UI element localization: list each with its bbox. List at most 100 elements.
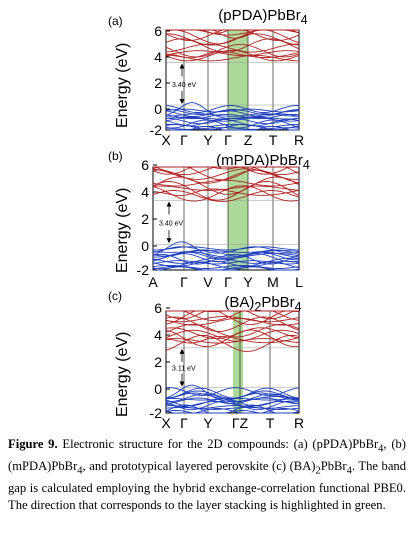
y-tick-label: 0 — [154, 381, 162, 397]
kpoint-label: Z — [244, 132, 253, 148]
conduction-band-line — [152, 188, 300, 197]
kpoint-label: M — [267, 274, 279, 290]
kpoint-label: Y — [203, 415, 213, 431]
conduction-band-line — [165, 43, 300, 58]
y-tick-label: 2 — [141, 211, 149, 227]
y-tick-label: 0 — [141, 238, 149, 254]
panel-c: (c) (BA)2PbBr4 Energy (eV) 3.11 eV -2 0 2 4 6… — [0, 285, 413, 431]
kpoint-label: Γ — [180, 274, 188, 290]
valence-band-line — [165, 410, 300, 414]
gap-arrowhead-up — [179, 348, 185, 354]
panel-label-c: (c) — [108, 289, 122, 303]
valence-band-line — [165, 105, 299, 113]
gap-arrowhead-down — [179, 381, 185, 387]
valence-band-line — [165, 113, 300, 120]
gap-arrowhead-up — [179, 63, 185, 69]
panel-title-b: (mPDA)PbBr4 — [216, 152, 310, 172]
valence-band-line — [152, 253, 300, 263]
kpoint-label: V — [203, 274, 213, 290]
valence-band-line — [165, 119, 300, 129]
valence-band-line — [165, 408, 300, 414]
y-tick-label: 4 — [154, 327, 162, 343]
kpoint-label: ΓZ — [232, 415, 249, 431]
gap-arrowhead-down — [179, 99, 185, 104]
kpoint-label: Γ — [180, 132, 188, 148]
conduction-band-line — [165, 316, 300, 323]
valence-band-line — [165, 113, 299, 117]
valence-band-line — [152, 249, 300, 257]
conduction-band-line — [165, 329, 300, 348]
conduction-band-line — [166, 310, 300, 313]
conduction-band-line — [152, 185, 300, 191]
conduction-band-line — [165, 338, 300, 344]
kpoint-label: T — [266, 415, 275, 431]
valence-band-line — [165, 117, 300, 125]
conduction-band-line — [152, 179, 300, 187]
band-plot-c: 3.11 eV -2 0 2 4 6 X Γ Y ΓZ T R — [150, 300, 305, 431]
kpoint-label: X — [161, 132, 171, 148]
y-tick-label: -2 — [137, 262, 150, 278]
gap-value-label: 3.40 eV — [159, 220, 183, 227]
gap-arrowhead-down — [166, 238, 172, 244]
y-tick-label: 0 — [154, 101, 162, 117]
panel-label-b: (b) — [108, 149, 123, 163]
y-tick-label: -2 — [150, 122, 163, 138]
gap-value-label: 3.40 eV — [172, 82, 196, 89]
y-tick-label: 2 — [154, 354, 162, 370]
gap-value-label: 3.11 eV — [172, 366, 196, 373]
valence-band-line — [165, 123, 300, 131]
valence-band-line — [152, 250, 300, 253]
kpoint-label: R — [294, 415, 304, 431]
valence-band-line — [165, 400, 300, 407]
figure-caption: Figure 9. Electronic structure for the 2… — [8, 436, 406, 513]
kpoint-label: A — [148, 274, 158, 290]
y-tick-label: 6 — [141, 157, 149, 173]
y-tick-label: 4 — [154, 49, 162, 65]
valence-band-line — [165, 393, 300, 402]
valence-band-line — [165, 127, 300, 130]
conduction-band-line — [165, 327, 300, 340]
panel-a: (a) (pPDA)PbBr4 Energy (eV) 3.40 eV -2 0 2 4… — [0, 0, 413, 148]
kpoint-label: R — [294, 132, 304, 148]
gap-arrowhead-up — [166, 201, 172, 207]
valence-band-line — [166, 125, 299, 131]
conduction-band-line — [165, 335, 300, 344]
conduction-band-line — [166, 33, 300, 46]
conduction-band-line — [165, 29, 300, 45]
caption-label: Figure 9. — [8, 437, 58, 451]
conduction-band-line — [165, 50, 300, 57]
kpoint-label: L — [295, 274, 303, 290]
valence-band-line — [152, 264, 300, 269]
y-tick-label: 6 — [154, 23, 162, 39]
panel-label-a: (a) — [108, 14, 123, 28]
conduction-band-line — [165, 43, 300, 53]
conduction-band-line — [152, 168, 300, 180]
kpoint-label: Γ — [180, 415, 188, 431]
panel-b: (b) (mPDA)PbBr4 Energy (eV) 3.40 eV -2 0 2 4… — [0, 145, 413, 290]
y-tick-label: 4 — [141, 184, 149, 200]
valence-band-line — [152, 257, 300, 264]
kpoint-label: X — [161, 415, 171, 431]
conduction-band-line — [166, 54, 300, 62]
conduction-band-line — [165, 49, 300, 62]
valence-band-line — [165, 392, 300, 400]
y-tick-label: -2 — [150, 405, 163, 421]
conduction-band-line — [165, 38, 300, 53]
kpoint-label: Γ — [224, 132, 232, 148]
kpoint-label: Y — [203, 132, 213, 148]
conduction-band-line — [166, 29, 300, 34]
y-tick-label: 2 — [154, 75, 162, 91]
kpoint-label: Y — [243, 274, 253, 290]
valence-band-line — [165, 400, 300, 411]
conduction-band-line — [165, 310, 299, 326]
kpoint-label: Γ — [224, 274, 232, 290]
caption-text: Electronic structure for the 2D compound… — [8, 437, 407, 512]
stacking-direction-highlight — [233, 311, 243, 413]
valence-band-line — [165, 110, 300, 117]
valence-band-line — [153, 266, 299, 271]
y-tick-label: 6 — [154, 300, 162, 316]
conduction-band-line — [166, 310, 300, 321]
conduction-band-line — [152, 181, 300, 201]
